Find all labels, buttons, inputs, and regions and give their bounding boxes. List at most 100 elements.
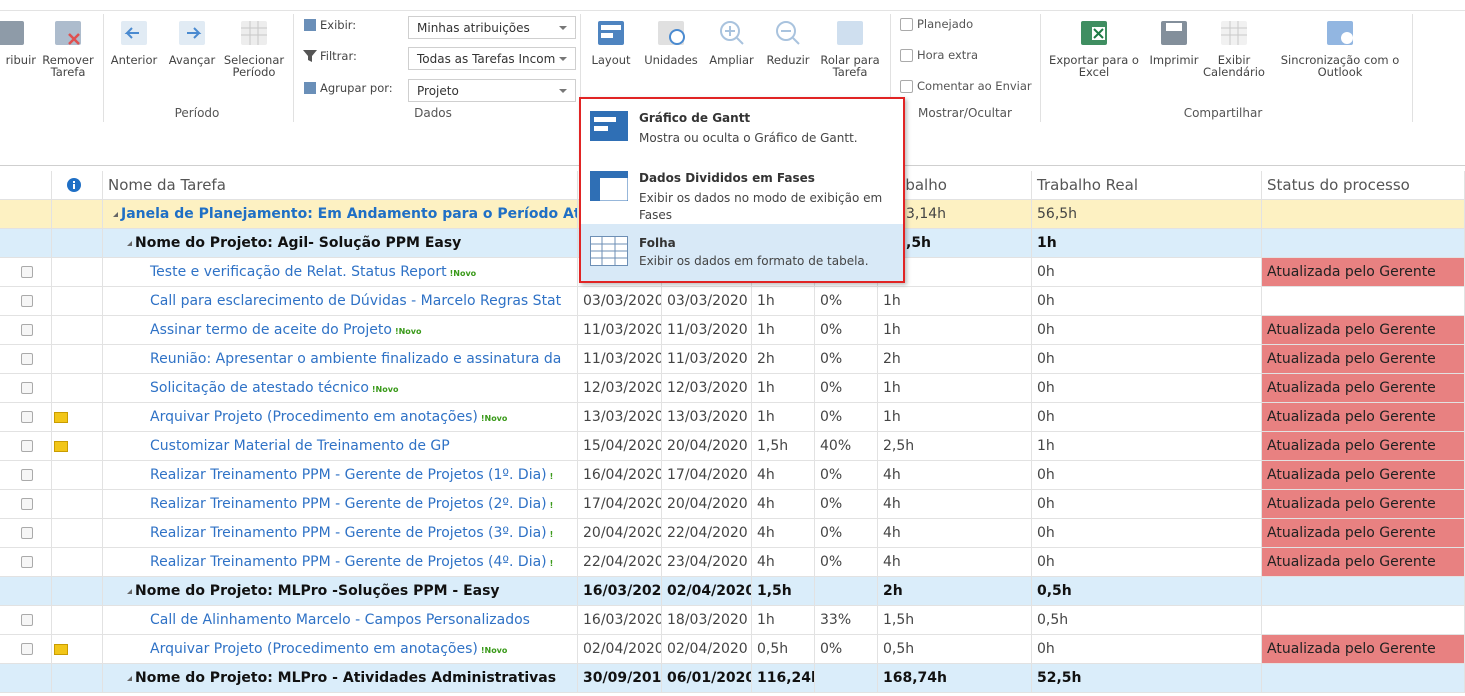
row-checkbox[interactable] <box>21 295 33 307</box>
row-checkbox[interactable] <box>21 469 33 481</box>
ribbon-button[interactable]: Imprimir <box>1143 14 1205 104</box>
table-row: Arquivar Projeto (Procedimento em anotaç… <box>0 403 1465 431</box>
ribbon-button[interactable]: Anterior <box>106 14 162 104</box>
cell-remaining: 1h <box>752 606 815 634</box>
expander[interactable] <box>127 675 132 681</box>
table-row: Assinar termo de aceite do Projeto !Novo 1… <box>0 316 1465 344</box>
icon <box>837 21 863 45</box>
expander[interactable] <box>113 211 118 217</box>
menu-item[interactable]: Folha Exibir os dados em formato de tabel… <box>581 224 903 281</box>
row-checkbox[interactable] <box>21 411 33 423</box>
ribbon-button[interactable]: Remover Tarefa <box>38 14 98 104</box>
checkbox[interactable] <box>900 18 913 31</box>
group-label: Dados <box>414 106 452 120</box>
cell-percent: 0% <box>815 287 878 315</box>
task-name[interactable]: Nome do Projeto: Agil- Solução PPM Easy <box>135 235 462 251</box>
column-header[interactable]: Nome da Tarefa <box>103 171 578 199</box>
cell-work: 1,5h <box>878 606 1032 634</box>
task-name[interactable]: Realizar Treinamento PPM - Gerente de Pr… <box>150 467 547 483</box>
cell-actual: 0h <box>1032 519 1262 547</box>
row-checkbox[interactable] <box>21 498 33 510</box>
task-name[interactable]: Customizar Material de Treinamento de GP <box>150 438 450 454</box>
button-label: Selecionar Período <box>223 53 285 79</box>
ribbon-button[interactable]: Exibir Calendário <box>1203 14 1265 104</box>
cell-work: 1h <box>878 374 1032 402</box>
menu-item[interactable]: Gráfico de Gantt Mostra ou oculta o Gráfi… <box>581 99 903 159</box>
row-checkbox[interactable] <box>21 266 33 278</box>
ribbon-button[interactable]: Layout <box>584 14 638 100</box>
ribbon-button[interactable]: Sincronização com o Outlook <box>1274 14 1406 104</box>
cell-status: Atualizada pelo Gerente <box>1262 461 1465 489</box>
button-label: Anterior <box>110 53 158 67</box>
ribbon-button[interactable]: ribuir <box>0 14 36 104</box>
group-separator <box>103 14 104 122</box>
expander[interactable] <box>127 240 132 246</box>
ribbon-button[interactable]: Unidades <box>638 14 704 104</box>
ribbon-button[interactable]: Avançar <box>163 14 221 104</box>
task-name[interactable]: Arquivar Projeto (Procedimento em anotaç… <box>150 409 478 425</box>
row-checkbox[interactable] <box>21 440 33 452</box>
cell-bg <box>0 316 52 344</box>
ribbon-button[interactable]: Exportar para o Excel <box>1044 14 1144 104</box>
row-checkbox[interactable] <box>21 527 33 539</box>
cell-actual: 0h <box>1032 490 1262 518</box>
button-label: Remover Tarefa <box>42 53 94 79</box>
new-badge: !Novo <box>480 414 508 423</box>
ribbon-button[interactable]: Rolar para Tarefa <box>816 14 884 104</box>
new-badge: ! <box>549 472 554 481</box>
row-checkbox[interactable] <box>21 324 33 336</box>
checkbox[interactable] <box>900 49 913 62</box>
ribbon-button[interactable]: Ampliar <box>703 14 760 104</box>
table-row: Teste e verificação de Relat. Status Rep… <box>0 258 1465 286</box>
cell-status: Atualizada pelo Gerente <box>1262 258 1465 286</box>
task-name[interactable]: Nome do Projeto: MLPro -Soluções PPM - E… <box>135 583 500 599</box>
icon <box>55 21 81 45</box>
dropdown[interactable]: Projeto <box>408 79 576 102</box>
cell-status: Atualizada pelo Gerente <box>1262 548 1465 576</box>
task-name[interactable]: Solicitação de atestado técnico <box>150 380 369 396</box>
task-name[interactable]: Realizar Treinamento PPM - Gerente de Pr… <box>150 496 547 512</box>
row-checkbox[interactable] <box>21 382 33 394</box>
expander[interactable] <box>127 588 132 594</box>
new-badge: ! <box>549 530 554 539</box>
task-name[interactable]: Realizar Treinamento PPM - Gerente de Pr… <box>150 554 547 570</box>
ribbon-button[interactable]: Selecionar Período <box>220 14 288 104</box>
checkbox[interactable] <box>900 80 913 93</box>
cell-remaining: 1h <box>752 374 815 402</box>
task-name[interactable]: Call para esclarecimento de Dúvidas - Ma… <box>150 293 562 309</box>
cell-percent: 0% <box>815 345 878 373</box>
row-checkbox[interactable] <box>21 614 33 626</box>
new-badge: !Novo <box>480 646 508 655</box>
cell-actual: 0h <box>1032 403 1262 431</box>
column-header[interactable]: Trabalho Real <box>1032 171 1262 199</box>
field-row: Agrupar por: <box>300 77 580 102</box>
dropdown[interactable]: Minhas atribuições <box>408 16 576 39</box>
cell-status: Atualizada pelo Gerente <box>1262 490 1465 518</box>
cell-bg <box>52 316 103 344</box>
task-name[interactable]: Realizar Treinamento PPM - Gerente de Pr… <box>150 525 547 541</box>
icon <box>121 21 147 45</box>
task-name[interactable]: Reunião: Apresentar o ambiente finalizad… <box>150 351 562 367</box>
table-row: Reunião: Apresentar o ambiente finalizad… <box>0 345 1465 373</box>
row-checkbox[interactable] <box>21 556 33 568</box>
dropdown[interactable]: Todas as Tarefas Incom <box>408 47 576 70</box>
icon <box>1161 21 1187 45</box>
cell-bg <box>0 258 52 286</box>
task-name[interactable]: Janela de Planejamento: Em Andamento par… <box>121 206 578 222</box>
task-name[interactable]: Call de Alinhamento Marcelo - Campos Per… <box>150 612 530 628</box>
task-name[interactable]: Arquivar Projeto (Procedimento em anotaç… <box>150 641 478 657</box>
task-name-cell: Arquivar Projeto (Procedimento em anotaç… <box>103 635 578 663</box>
cell-work: 1h <box>878 287 1032 315</box>
task-name[interactable]: Nome do Projeto: MLPro - Atividades Admi… <box>135 670 557 686</box>
row-checkbox[interactable] <box>21 643 33 655</box>
cell-start: 15/04/2020 <box>578 432 662 460</box>
ribbon-button[interactable]: Reduzir <box>760 14 816 104</box>
column-header[interactable]: Status do processo <box>1262 171 1465 199</box>
cell-finish: 20/04/2020 <box>662 490 752 518</box>
task-name[interactable]: Teste e verificação de Relat. Status Rep… <box>150 264 447 280</box>
menu-item[interactable]: Dados Divididos em Fases Exibir os dados … <box>581 159 903 224</box>
cell-percent: 40% <box>815 432 878 460</box>
row-checkbox[interactable] <box>21 353 33 365</box>
task-name[interactable]: Assinar termo de aceite do Projeto <box>150 322 392 338</box>
cell-percent: 0% <box>815 461 878 489</box>
